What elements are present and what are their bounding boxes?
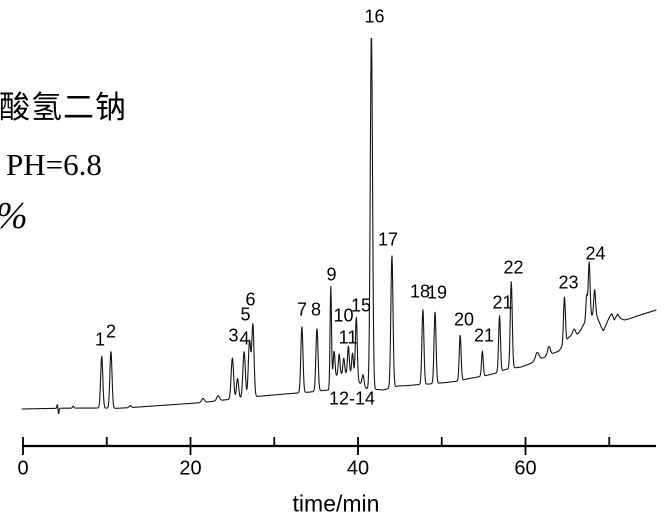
peak-label-10: 10 <box>333 305 354 326</box>
peak-label-17: 17 <box>377 229 399 250</box>
peak-label-2: 2 <box>105 321 117 342</box>
peak-label-16: 16 <box>364 6 385 27</box>
annotation-percent-sign: % <box>0 196 28 237</box>
peak-label-15: 15 <box>350 295 372 316</box>
peak-label-22: 22 <box>503 257 524 278</box>
peak-label-23: 23 <box>558 272 579 293</box>
annotation-buffer-name: 酸氢二钠 <box>0 90 127 125</box>
annotation-ph-value: PH=6.8 <box>6 147 102 182</box>
peak-label-18: 18 <box>409 281 431 302</box>
peak-label-21: 21 <box>492 292 513 313</box>
peak-label-20: 20 <box>453 309 475 330</box>
x-tick-label-0: 0 <box>17 457 29 480</box>
peak-label-9: 9 <box>326 264 337 285</box>
peak-label-19: 19 <box>426 282 448 303</box>
peak-label-3: 3 <box>228 325 239 346</box>
peak-label-7: 7 <box>296 299 308 320</box>
peak-label-5: 5 <box>240 304 251 325</box>
peak-label-8: 8 <box>310 299 322 320</box>
peak-label-12-14: 12-14 <box>328 388 376 409</box>
peak-label-11: 11 <box>338 327 358 348</box>
peak-label-4: 4 <box>239 328 250 349</box>
peak-label-24: 24 <box>585 243 606 264</box>
signal-trace <box>21 37 657 415</box>
x-tick-label-60: 60 <box>514 457 537 480</box>
peak-label-6: 6 <box>245 289 256 310</box>
x-tick-label-40: 40 <box>346 457 370 480</box>
x-axis-title: time/min <box>292 490 380 517</box>
x-axis-ticks <box>22 437 611 455</box>
x-tick-label-20: 20 <box>179 457 202 480</box>
peak-label-1: 1 <box>94 329 106 350</box>
peak-label-21: 21 <box>473 325 495 346</box>
